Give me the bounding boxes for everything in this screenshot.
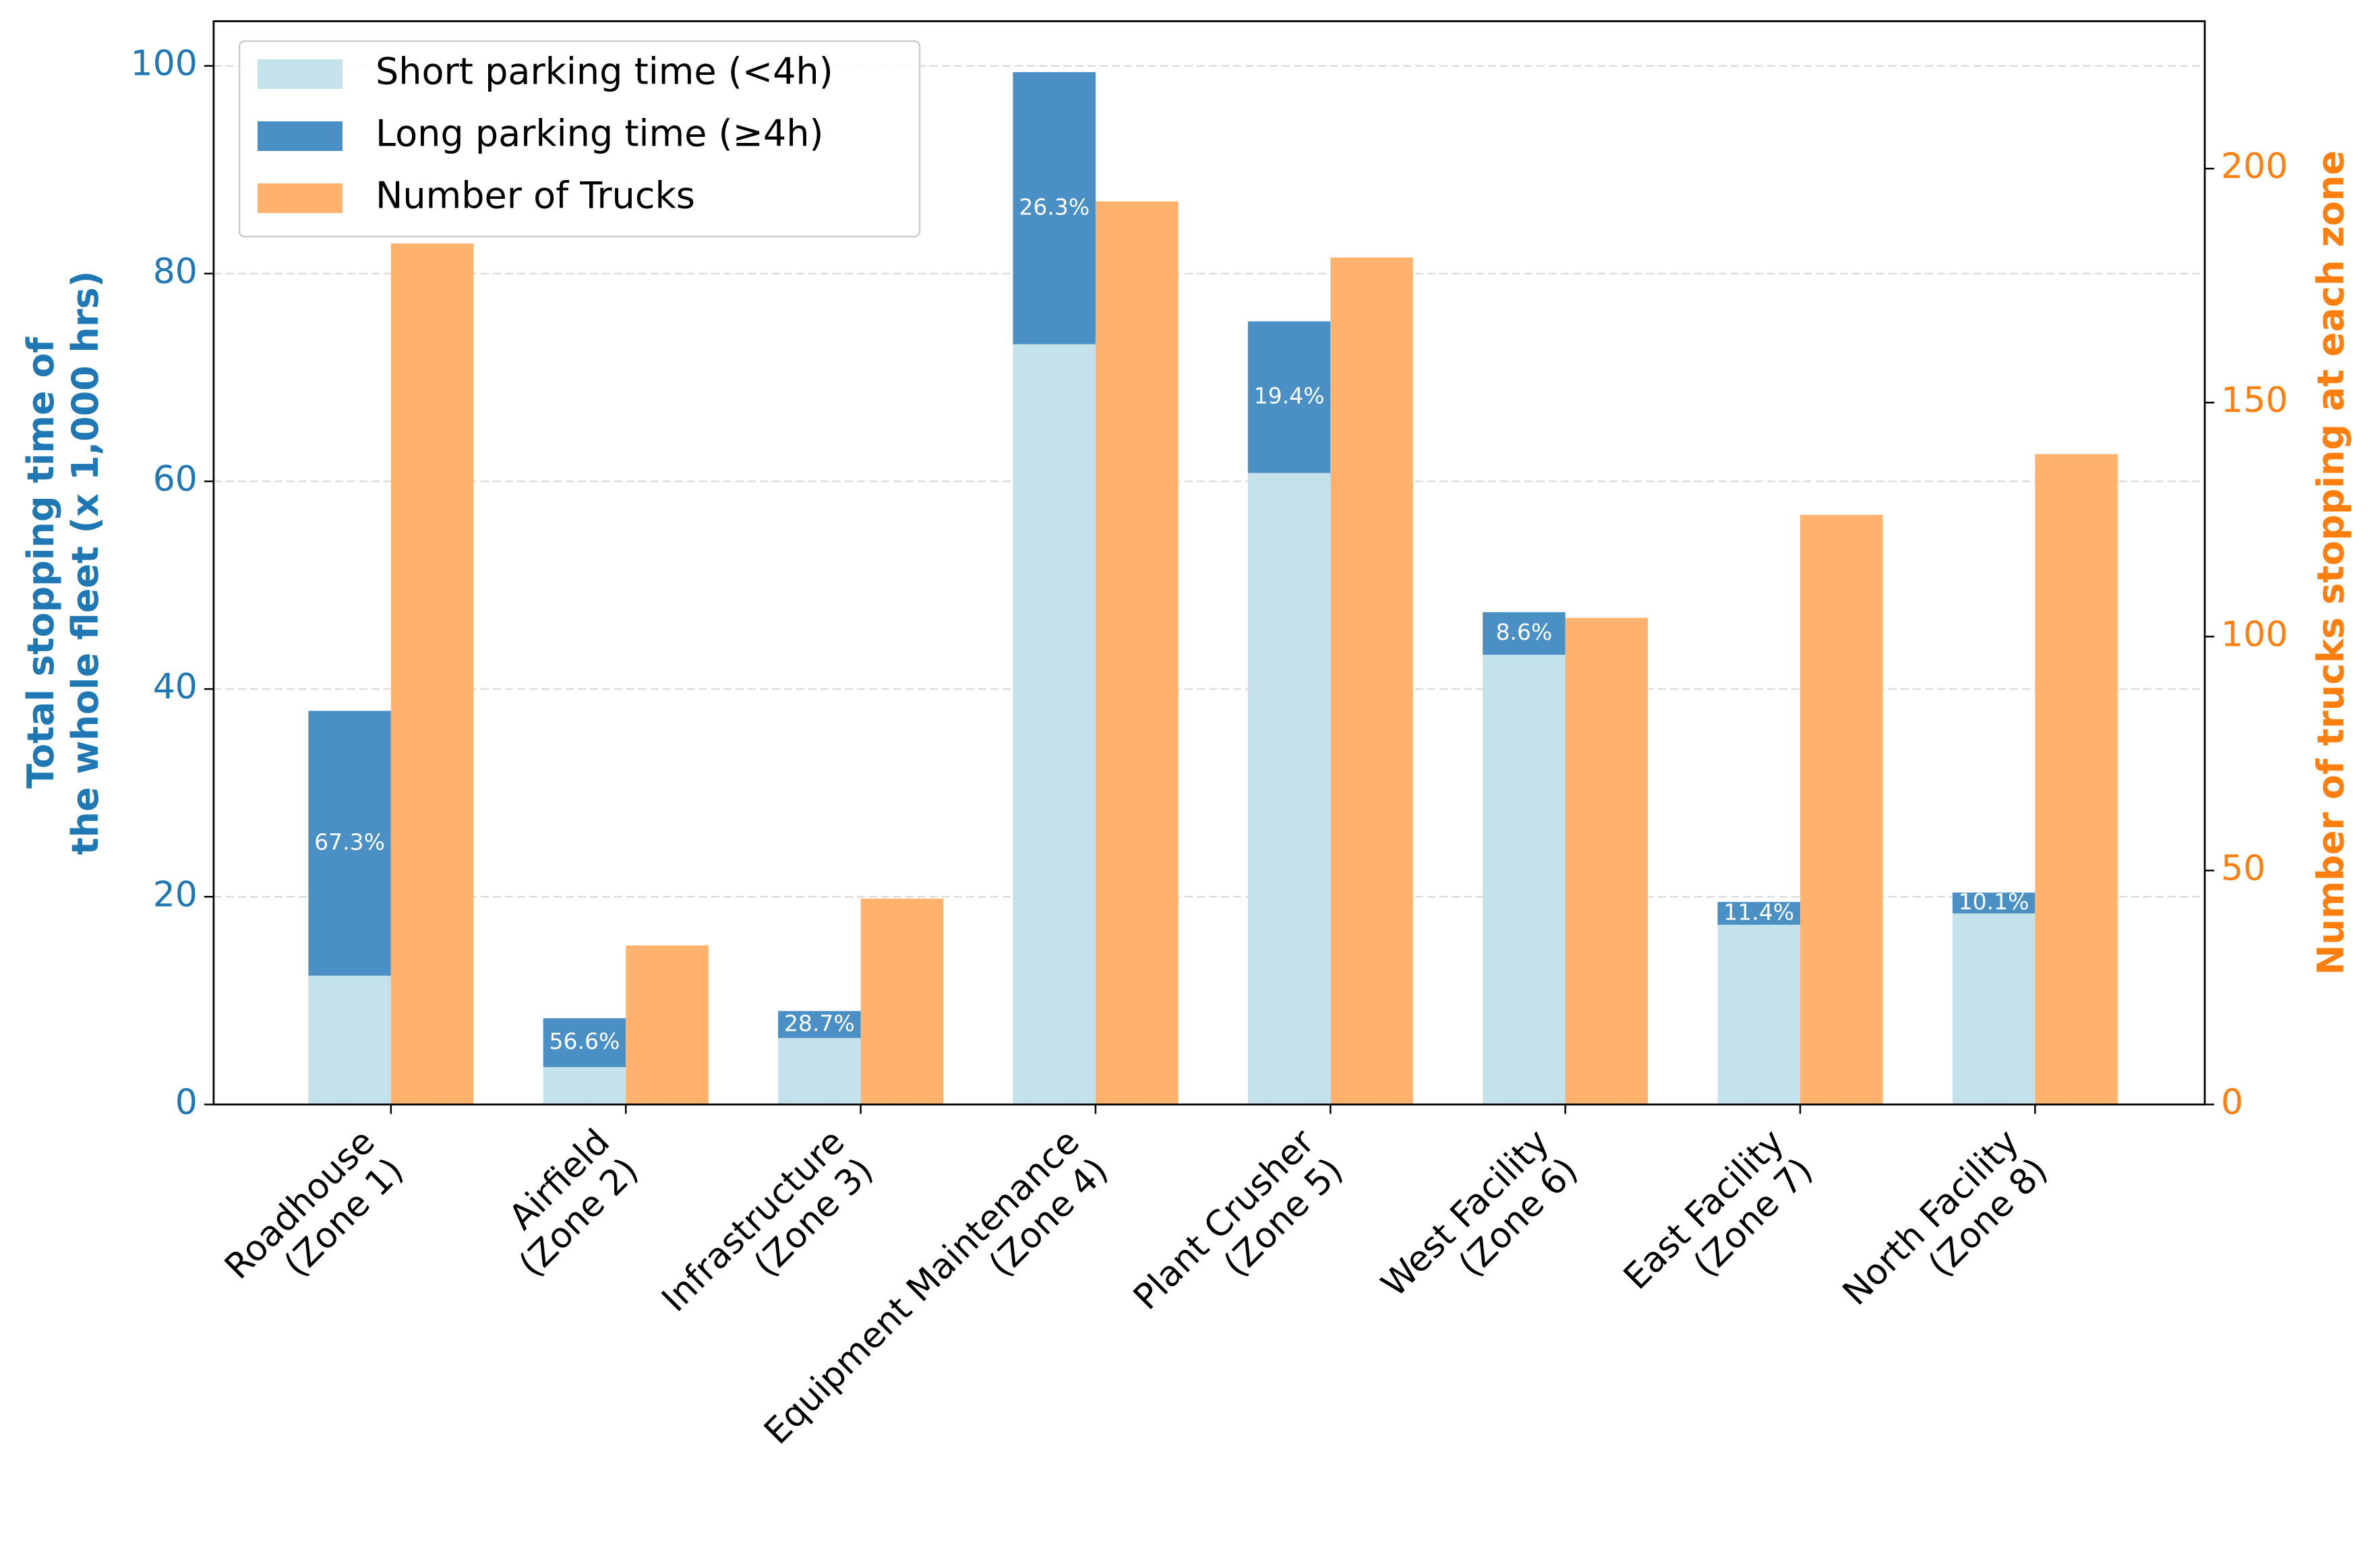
- x-tick-label: Roadhouse(Zone 1): [217, 1122, 411, 1316]
- long-bar: [543, 1018, 626, 1067]
- x-tick-label: Plant Crusher(Zone 5): [1126, 1121, 1351, 1346]
- percent-label: 19.4%: [1254, 383, 1325, 409]
- long-bar: [1247, 321, 1331, 473]
- y-tick-label: 80: [153, 251, 198, 292]
- short-bar: [308, 975, 391, 1105]
- x-tick-label: Airfield(Zone 2): [483, 1122, 646, 1285]
- truck-bar: [390, 243, 474, 1105]
- short-bar: [1952, 913, 2036, 1105]
- x-tick-label: East Facility(Zone 7): [1616, 1122, 1820, 1326]
- long-bar: [308, 711, 391, 976]
- truck-bar: [1565, 617, 1649, 1105]
- legend-swatch: [258, 59, 343, 89]
- percent-label: 28.7%: [784, 1010, 855, 1036]
- long-bar: [1952, 893, 2036, 913]
- plot-frame: [212, 20, 2206, 1106]
- long-bar: [778, 1011, 861, 1038]
- long-bar: [1013, 71, 1096, 344]
- short-bar: [778, 1037, 861, 1105]
- short-bar: [1013, 344, 1096, 1105]
- percent-label: 67.3%: [314, 828, 385, 855]
- x-tick-label: North Facility(Zone 8): [1835, 1122, 2056, 1342]
- percent-label: 8.6%: [1495, 619, 1552, 645]
- y2-tick-label: 200: [2221, 146, 2288, 187]
- truck-bar: [1095, 201, 1179, 1105]
- truck-bar: [1800, 514, 1883, 1105]
- short-bar: [1483, 655, 1566, 1105]
- y2-tick-label: 100: [2221, 614, 2288, 655]
- x-tick-label: West Facility(Zone 6): [1374, 1122, 1586, 1333]
- y-tick-label: 20: [153, 874, 198, 915]
- y2-axis-label: Number of trucks stopping at each zone: [2310, 150, 2352, 975]
- y2-tick-label: 150: [2221, 380, 2288, 421]
- x-tick-label: Infrastructure(Zone 3): [654, 1122, 881, 1348]
- short-bar: [1247, 473, 1331, 1105]
- truck-bar: [626, 945, 709, 1105]
- y-tick-label: 0: [175, 1082, 198, 1122]
- short-bar: [543, 1066, 626, 1105]
- legend-swatch: [258, 183, 343, 213]
- y-tick-label: 40: [153, 667, 198, 707]
- short-bar: [1717, 924, 1800, 1105]
- legend-label: Number of Trucks: [376, 175, 695, 217]
- percent-label: 26.3%: [1019, 193, 1090, 220]
- percent-label: 10.1%: [1959, 888, 2029, 915]
- long-bar: [1483, 612, 1566, 655]
- y-axis-label: Total stopping time ofthe whole fleet (x…: [20, 271, 107, 855]
- y2-tick-label: 0: [2221, 1082, 2243, 1122]
- legend-box: [238, 40, 921, 238]
- legend-label: Long parking time (≥4h): [376, 113, 823, 155]
- y-tick-label: 100: [131, 44, 198, 84]
- y-tick-label: 60: [153, 459, 198, 500]
- percent-label: 11.4%: [1723, 899, 1794, 925]
- legend-swatch: [258, 121, 343, 151]
- truck-bar: [860, 898, 944, 1105]
- truck-bar: [2035, 454, 2118, 1105]
- legend-label: Short parking time (<4h): [376, 51, 833, 93]
- long-bar: [1717, 901, 1800, 925]
- percent-label: 56.6%: [550, 1028, 620, 1054]
- y2-tick-label: 50: [2221, 848, 2265, 888]
- truck-bar: [1330, 258, 1413, 1105]
